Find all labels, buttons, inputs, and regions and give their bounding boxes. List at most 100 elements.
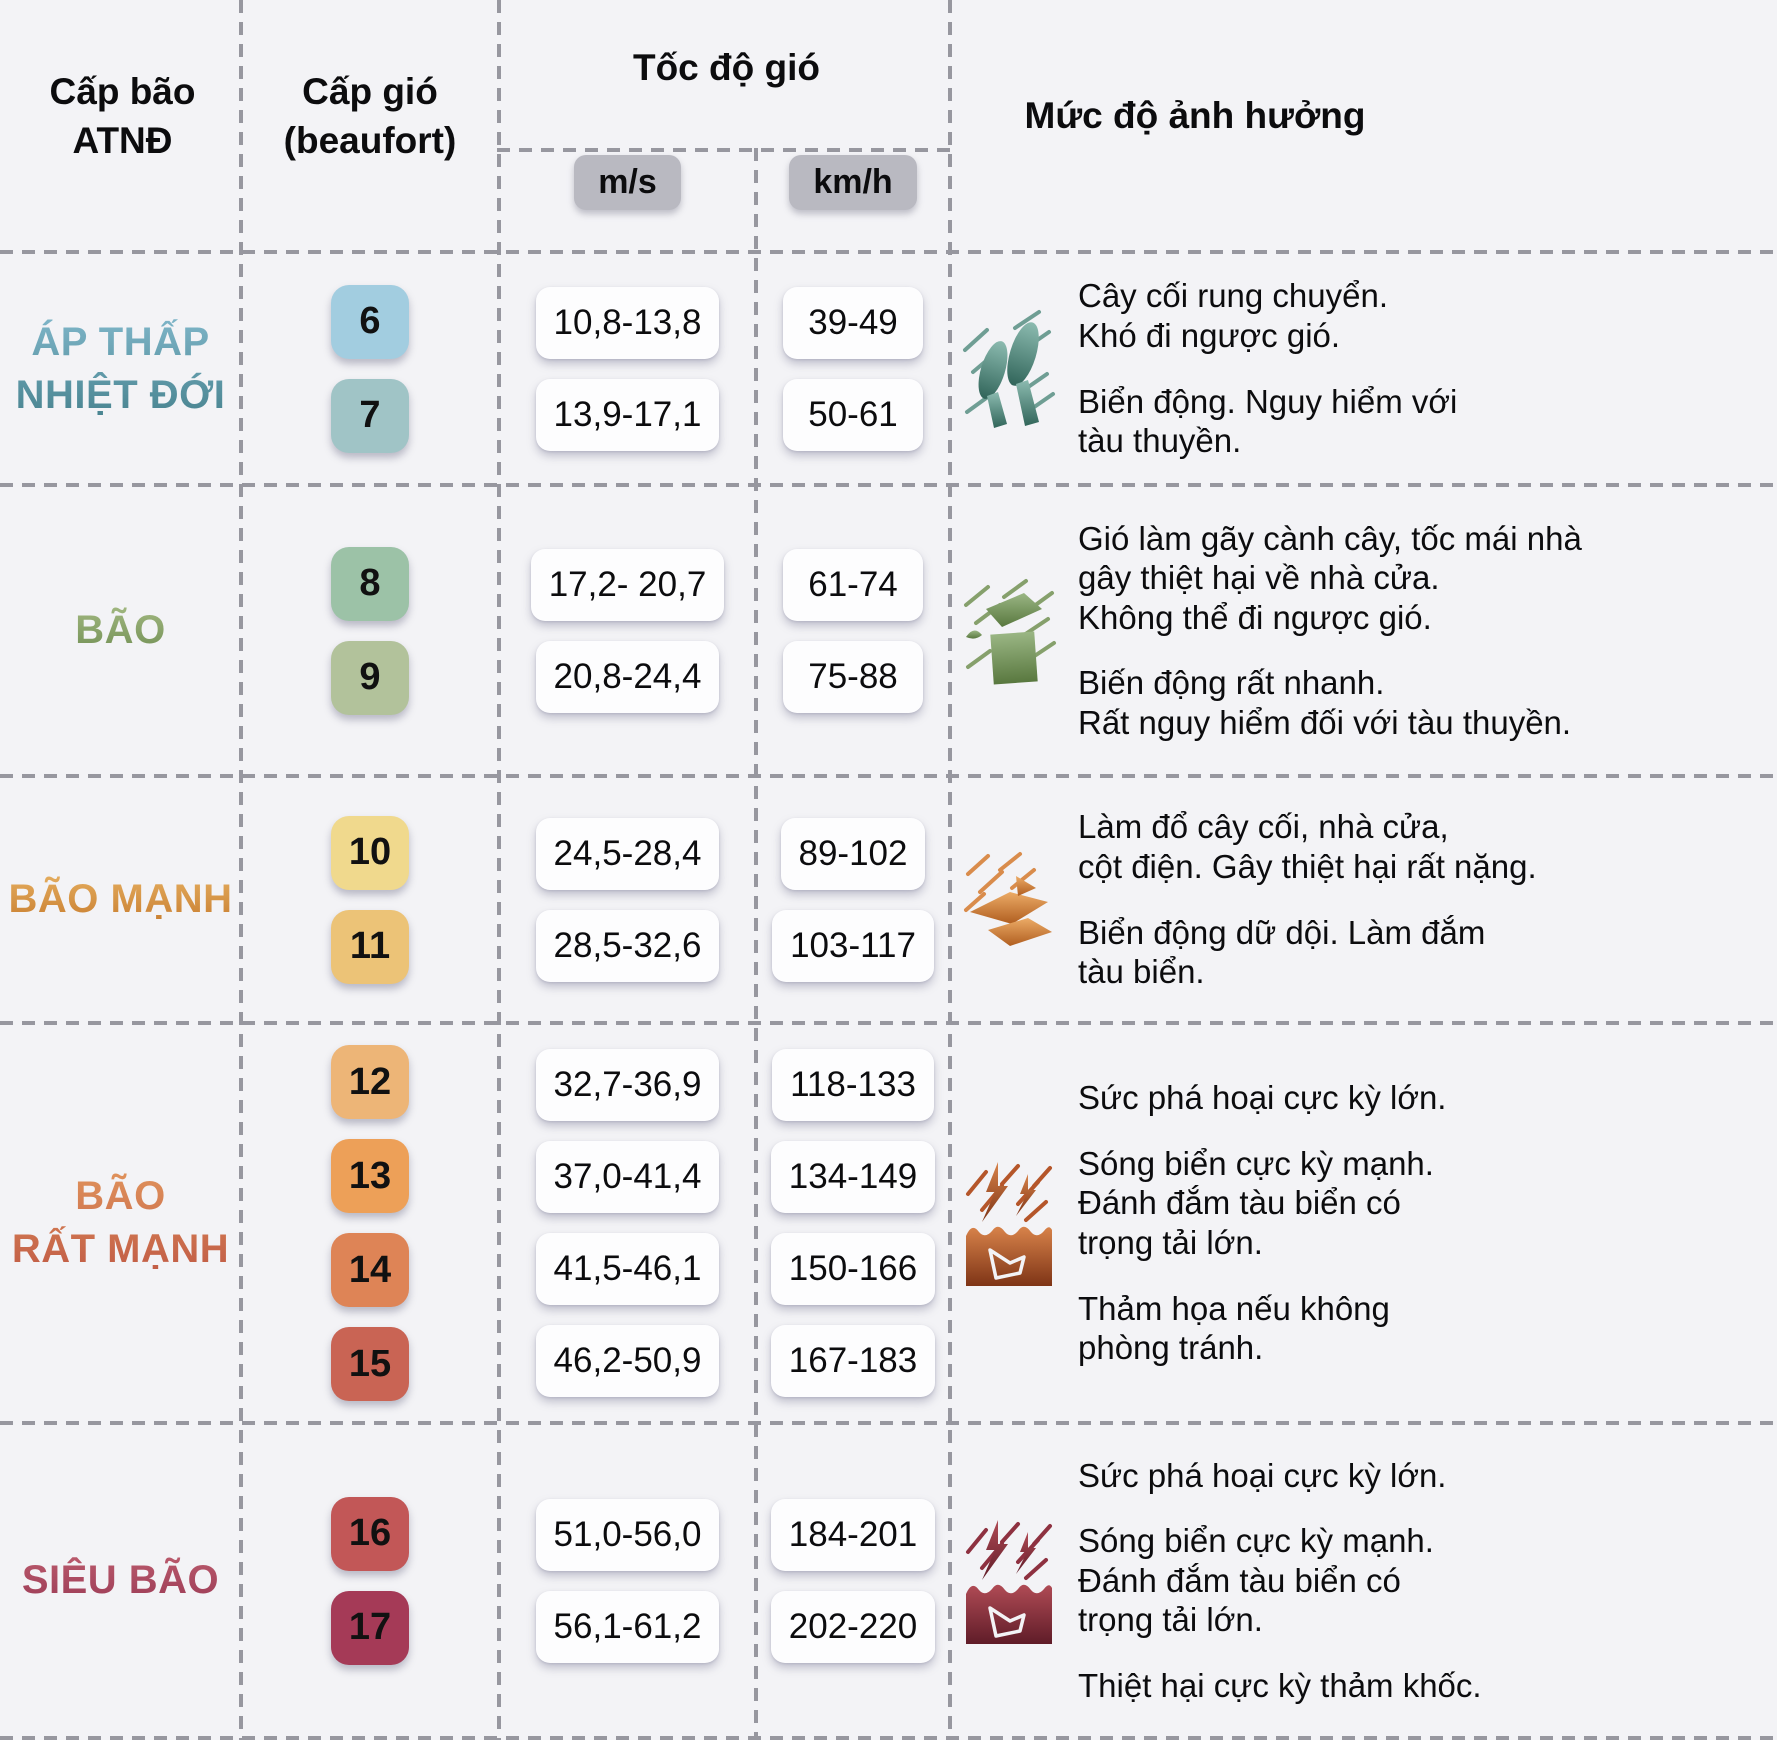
speed-ms-cell: 51,0-56,0 56,1-61,2 — [499, 1425, 756, 1736]
grid-line-speed-subheader — [497, 148, 952, 152]
storm-waves-lightning-icon — [954, 1158, 1064, 1288]
beaufort-badge-15: 15 — [331, 1327, 409, 1401]
grid-line-col1 — [239, 0, 243, 1740]
impact-text: Biến động rất nhanh. Rất nguy hiểm đối v… — [1078, 664, 1572, 741]
speed-kmh-value: 50-61 — [783, 378, 923, 451]
unit-kmh-chip: km/h — [789, 155, 917, 210]
speed-kmh-value: 184-201 — [770, 1498, 936, 1571]
impact-texts: Gió làm gãy cành cây, tốc mái nhà gây th… — [1078, 519, 1582, 743]
grid-line-col4 — [948, 0, 952, 1740]
beaufort-badge-12: 12 — [331, 1045, 409, 1119]
beaufort-badge-13: 13 — [331, 1139, 409, 1213]
storm-category-label: BÃO MẠNH — [9, 873, 233, 926]
impact-texts: Sức phá hoại cực kỳ lớn. Sóng biển cực k… — [1078, 1456, 1482, 1706]
speed-ms-value: 56,1-61,2 — [535, 1590, 720, 1663]
impact-text: Sức phá hoại cực kỳ lớn. — [1078, 1456, 1447, 1494]
grid-line-header — [0, 250, 1777, 254]
row-bao-manh: BÃO MẠNH 10 11 24,5-28,4 28,5-32,6 89-10… — [0, 778, 1777, 1021]
impact-cell: Sức phá hoại cực kỳ lớn. Sóng biển cực k… — [950, 1425, 1777, 1736]
beaufort-badges-cell: 12 13 14 15 — [241, 1025, 499, 1421]
grid-line-row4 — [0, 1421, 1777, 1425]
storm-category-label: SIÊU BÃO — [22, 1554, 219, 1607]
header-beaufort: Cấp gió (beaufort) — [283, 71, 457, 161]
impact-text: Làm đổ cây cối, nhà cửa, cột điện. Gây t… — [1078, 808, 1537, 885]
grid-line-row2 — [0, 774, 1777, 778]
impact-texts: Cây cối rung chuyển. Khó đi ngược gió. B… — [1078, 276, 1457, 460]
grid-line-col3 — [754, 148, 758, 1740]
speed-kmh-value: 118-133 — [772, 1049, 934, 1121]
beaufort-badge-14: 14 — [331, 1233, 409, 1307]
speed-ms-value: 20,8-24,4 — [535, 640, 720, 713]
storm-category-label: ÁP THẤP NHIỆT ĐỚI — [16, 316, 226, 422]
beaufort-badge-10: 10 — [331, 815, 409, 890]
beaufort-badge-6: 6 — [331, 284, 409, 359]
impact-cell: Làm đổ cây cối, nhà cửa, cột điện. Gây t… — [950, 778, 1777, 1021]
grid-line-row1 — [0, 483, 1777, 487]
beaufort-badge-9: 9 — [331, 640, 409, 715]
unit-kmh-wrap: km/h — [756, 155, 950, 210]
impact-text: Biển động dữ dội. Làm đắm tàu biển. — [1078, 913, 1486, 991]
impact-text: Sóng biển cực kỳ mạnh. Đánh đắm tàu biển… — [1078, 1144, 1434, 1261]
speed-ms-value: 41,5-46,1 — [535, 1233, 720, 1305]
impact-text: Cây cối rung chuyển. Khó đi ngược gió. — [1078, 277, 1389, 354]
speed-ms-value: 32,7-36,9 — [535, 1049, 720, 1121]
unit-ms-wrap: m/s — [499, 155, 756, 210]
speed-kmh-value: 75-88 — [783, 640, 923, 713]
beaufort-badge-8: 8 — [331, 546, 409, 621]
speed-kmh-value: 202-220 — [770, 1590, 936, 1663]
storm-category-cell: BÃO RẤT MẠNH — [0, 1025, 241, 1421]
storm-category-label: BÃO — [75, 604, 165, 657]
speed-ms-value: 24,5-28,4 — [535, 817, 720, 890]
impact-cell: Gió làm gãy cành cây, tốc mái nhà gây th… — [950, 487, 1777, 774]
grid-line-bottom — [0, 1736, 1777, 1740]
speed-ms-value: 13,9-17,1 — [535, 378, 720, 451]
impact-cell: Sức phá hoại cực kỳ lớn. Sóng biển cực k… — [950, 1025, 1777, 1421]
speed-kmh-value: 89-102 — [780, 817, 926, 890]
row-bao-rat-manh: BÃO RẤT MẠNH 12 13 14 15 32,7-36,9 37,0-… — [0, 1025, 1777, 1421]
speed-kmh-cell: 61-74 75-88 — [756, 487, 950, 774]
impact-cell: Cây cối rung chuyển. Khó đi ngược gió. B… — [950, 254, 1777, 483]
header-impact: Mức độ ảnh hưởng — [1024, 95, 1366, 136]
grid-line-col2 — [497, 0, 501, 1740]
speed-kmh-value: 167-183 — [770, 1325, 936, 1397]
beaufort-badge-17: 17 — [331, 1590, 409, 1665]
impact-text: Gió làm gãy cành cây, tốc mái nhà gây th… — [1078, 519, 1582, 636]
beaufort-badges-cell: 6 7 — [241, 254, 499, 483]
boat-capsizing-icon — [954, 848, 1064, 952]
impact-text: Thiệt hại cực kỳ thảm khốc. — [1078, 1666, 1482, 1704]
beaufort-badges-cell: 10 11 — [241, 778, 499, 1021]
row-sieu-bao: SIÊU BÃO 16 17 51,0-56,0 56,1-61,2 184-2… — [0, 1425, 1777, 1736]
row-ap-thap-nhiet-doi: ÁP THẤP NHIỆT ĐỚI 6 7 10,8-13,8 13,9-17,… — [0, 254, 1777, 483]
speed-kmh-cell: 89-102 103-117 — [756, 778, 950, 1021]
impact-text: Sức phá hoại cực kỳ lớn. — [1078, 1079, 1447, 1117]
speed-kmh-cell: 39-49 50-61 — [756, 254, 950, 483]
storm-category-cell: SIÊU BÃO — [0, 1425, 241, 1736]
roof-torn-off-house-icon — [954, 575, 1064, 687]
speed-ms-value: 37,0-41,4 — [535, 1141, 720, 1213]
speed-kmh-cell: 184-201 202-220 — [756, 1425, 950, 1736]
row-bao: BÃO 8 9 17,2- 20,7 20,8-24,4 61-74 75-88 — [0, 487, 1777, 774]
storm-category-cell: BÃO MẠNH — [0, 778, 241, 1021]
speed-ms-value: 17,2- 20,7 — [530, 548, 725, 621]
speed-ms-cell: 24,5-28,4 28,5-32,6 — [499, 778, 756, 1021]
beaufort-badge-16: 16 — [331, 1496, 409, 1571]
speed-ms-cell: 10,8-13,8 13,9-17,1 — [499, 254, 756, 483]
speed-ms-cell: 32,7-36,9 37,0-41,4 41,5-46,1 46,2-50,9 — [499, 1025, 756, 1421]
impact-text: Thảm họa nếu không phòng tránh. — [1078, 1289, 1390, 1367]
impact-texts: Sức phá hoại cực kỳ lớn. Sóng biển cực k… — [1078, 1078, 1446, 1368]
beaufort-badges-cell: 8 9 — [241, 487, 499, 774]
impact-text: Biển động. Nguy hiểm với tàu thuyền. — [1078, 382, 1458, 460]
storm-waves-lightning-dark-icon — [954, 1516, 1064, 1646]
speed-ms-cell: 17,2- 20,7 20,8-24,4 — [499, 487, 756, 774]
speed-ms-value: 46,2-50,9 — [535, 1325, 720, 1397]
impact-texts: Làm đổ cây cối, nhà cửa, cột điện. Gây t… — [1078, 807, 1537, 991]
beaufort-badges-cell: 16 17 — [241, 1425, 499, 1736]
header-wind-speed: Tốc độ gió — [632, 47, 821, 88]
speed-kmh-value: 61-74 — [783, 548, 923, 621]
speed-kmh-cell: 118-133 134-149 150-166 167-183 — [756, 1025, 950, 1421]
beaufort-badge-11: 11 — [331, 909, 409, 984]
speed-kmh-value: 39-49 — [783, 286, 923, 359]
speed-ms-value: 28,5-32,6 — [535, 909, 720, 982]
speed-kmh-value: 150-166 — [770, 1233, 936, 1305]
